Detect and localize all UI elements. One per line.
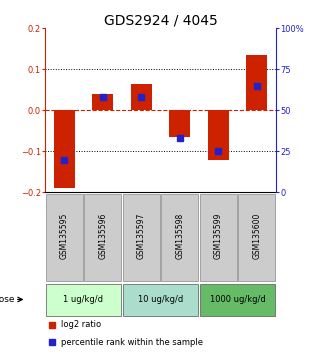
Text: GSM135599: GSM135599 [214,213,223,259]
Bar [46,194,83,281]
Text: 1 ug/kg/d: 1 ug/kg/d [64,295,103,304]
Bar [200,194,237,281]
Bar [238,194,275,281]
Bar [161,194,198,281]
Text: GSM135600: GSM135600 [252,213,261,259]
Bar [169,110,190,137]
Text: log2 ratio: log2 ratio [61,320,101,329]
Text: GSM135596: GSM135596 [98,213,107,259]
Bar [200,285,275,316]
Text: GSM135597: GSM135597 [137,213,146,259]
Text: 10 ug/kg/d: 10 ug/kg/d [138,295,183,304]
Bar [246,55,267,110]
Bar [54,110,75,188]
Text: GSM135595: GSM135595 [60,213,69,259]
Bar [84,194,121,281]
Bar [131,84,152,110]
Text: 1000 ug/kg/d: 1000 ug/kg/d [210,295,265,304]
Bar [46,285,121,316]
Text: dose: dose [0,295,15,304]
Bar [123,285,198,316]
Bar [123,194,160,281]
Title: GDS2924 / 4045: GDS2924 / 4045 [104,13,217,27]
Text: GSM135598: GSM135598 [175,213,184,259]
Bar [92,94,113,110]
Text: percentile rank within the sample: percentile rank within the sample [61,338,203,347]
Bar [208,110,229,160]
